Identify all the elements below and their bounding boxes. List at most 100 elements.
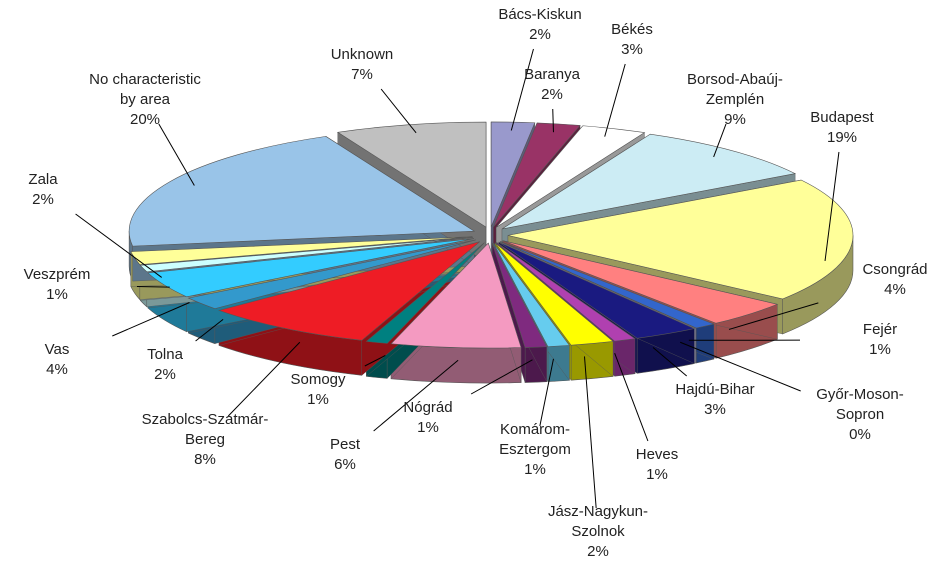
label-value: 1% xyxy=(417,419,439,436)
label-value: 0% xyxy=(849,426,871,443)
slice xyxy=(490,121,536,228)
data-label: Győr-Moson-Sopron 0% xyxy=(810,385,910,445)
label-name: Békés xyxy=(611,21,653,38)
data-label: Veszprém 1% xyxy=(12,265,102,305)
slice xyxy=(502,240,779,324)
slice xyxy=(491,242,548,348)
slice xyxy=(493,242,570,347)
data-label: Csongrád 4% xyxy=(850,260,940,300)
slice xyxy=(501,133,797,230)
slice xyxy=(507,179,854,300)
slice xyxy=(187,239,476,309)
data-label: Vas 4% xyxy=(27,340,87,380)
leader-line xyxy=(713,123,727,158)
label-name: Pest xyxy=(329,436,360,453)
data-label: Zala 2% xyxy=(13,170,73,210)
slice xyxy=(495,125,646,228)
label-value: 2% xyxy=(529,26,551,43)
leader-line xyxy=(195,319,224,342)
data-label: Baranya 2% xyxy=(507,65,597,105)
label-name: Fejér xyxy=(862,321,898,338)
leader-line xyxy=(539,358,554,427)
data-label: Békés 3% xyxy=(597,20,667,60)
slice xyxy=(498,241,696,339)
leader-line xyxy=(614,353,649,442)
label-value: 20% xyxy=(129,111,161,128)
slice xyxy=(493,122,581,228)
leader-line xyxy=(380,88,417,134)
data-label: Heves 1% xyxy=(627,445,687,485)
leader-line xyxy=(552,108,554,133)
slice xyxy=(390,242,522,349)
leader-line xyxy=(75,213,163,278)
label-value: 4% xyxy=(884,281,906,298)
label-name: Bács-Kiskun xyxy=(498,6,582,23)
data-label: Nógrád 1% xyxy=(388,398,468,438)
leader-line xyxy=(470,359,533,395)
label-value: 1% xyxy=(869,341,891,358)
slice xyxy=(500,241,715,329)
label-name: Baranya xyxy=(524,66,580,83)
data-label: Fejér 1% xyxy=(845,320,915,360)
label-value: 19% xyxy=(826,129,858,146)
data-label: Tolna 2% xyxy=(130,345,200,385)
label-name: Somogy xyxy=(290,371,346,388)
label-name: Budapest xyxy=(810,109,874,126)
leader-line xyxy=(680,341,801,392)
label-name: Zala xyxy=(28,171,58,188)
label-name: Veszprém xyxy=(23,266,91,283)
label-value: 1% xyxy=(524,461,546,478)
leader-line xyxy=(112,302,190,337)
data-label: No characteristic by area 20% xyxy=(80,70,210,130)
label-value: 7% xyxy=(351,66,373,83)
label-name: Vas xyxy=(44,341,70,358)
label-name: Unknown xyxy=(330,46,394,63)
label-name: Győr-Moson-Sopron xyxy=(816,386,904,423)
data-label: Budapest 19% xyxy=(797,108,887,148)
slice xyxy=(365,242,485,344)
data-label: Borsod-Abaúj-Zemplén 9% xyxy=(680,70,790,130)
label-value: 1% xyxy=(307,391,329,408)
label-value: 8% xyxy=(194,451,216,468)
label-name: Nógrád xyxy=(403,399,453,416)
slice xyxy=(496,242,636,342)
label-value: 2% xyxy=(154,366,176,383)
data-label: Pest 6% xyxy=(315,435,375,475)
label-name: No characteristic by area xyxy=(89,71,201,108)
label-name: Jász-Nagykun-Szolnok xyxy=(547,503,649,540)
data-label: Szabolcs-Szatmár-Bereg 8% xyxy=(135,410,275,470)
label-name: Komárom-Esztergom xyxy=(499,421,571,458)
label-name: Borsod-Abaúj-Zemplén xyxy=(687,71,783,108)
label-value: 4% xyxy=(46,361,68,378)
slice xyxy=(218,241,480,341)
slice xyxy=(139,237,473,273)
label-name: Hajdú-Bihar xyxy=(675,381,755,398)
label-value: 2% xyxy=(587,543,609,560)
slice xyxy=(128,136,476,247)
leader-line xyxy=(604,63,626,137)
label-value: 2% xyxy=(32,191,54,208)
data-label: Unknown 7% xyxy=(317,45,407,85)
label-value: 2% xyxy=(541,86,563,103)
label-value: 3% xyxy=(704,401,726,418)
label-value: 3% xyxy=(621,41,643,58)
leader-line xyxy=(227,341,301,417)
data-label: Jász-Nagykun-Szolnok 2% xyxy=(543,502,653,562)
label-value: 1% xyxy=(646,466,668,483)
label-name: Csongrád xyxy=(862,261,928,278)
data-label: Bács-Kiskun 2% xyxy=(480,5,600,45)
leader-line xyxy=(373,359,459,432)
leader-line xyxy=(158,123,195,186)
leader-line xyxy=(652,347,688,377)
leader-line xyxy=(824,151,840,262)
label-value: 6% xyxy=(334,456,356,473)
label-name: Heves xyxy=(635,446,679,463)
leader-line xyxy=(510,48,534,131)
data-label: Hajdú-Bihar 3% xyxy=(665,380,765,420)
leader-line xyxy=(728,302,819,330)
leader-line xyxy=(583,356,597,509)
leader-line xyxy=(136,285,170,288)
label-name: Tolna xyxy=(147,346,183,363)
